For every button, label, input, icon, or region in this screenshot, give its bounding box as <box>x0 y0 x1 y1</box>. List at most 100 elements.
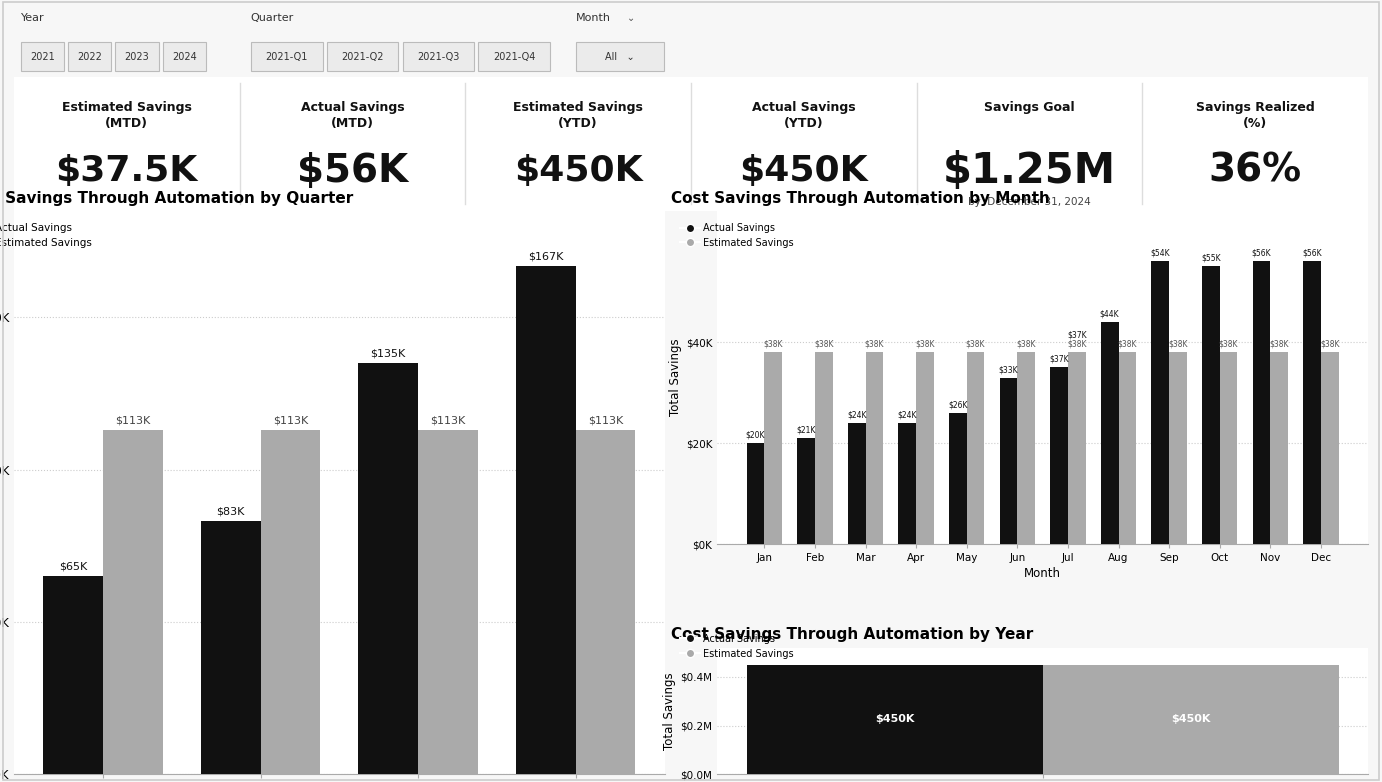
Bar <box>1169 353 1187 544</box>
Text: $54K: $54K <box>1150 249 1171 258</box>
Text: $37.5K: $37.5K <box>55 154 198 188</box>
Text: 2021-Q1: 2021-Q1 <box>265 52 308 62</box>
Bar <box>898 423 916 544</box>
FancyBboxPatch shape <box>478 42 550 71</box>
Text: $38K: $38K <box>1219 340 1238 349</box>
Text: $83K: $83K <box>217 507 245 517</box>
Bar <box>815 353 832 544</box>
Bar <box>1042 665 1339 774</box>
Legend: Actual Savings, Estimated Savings: Actual Savings, Estimated Savings <box>676 630 797 662</box>
Bar <box>419 430 478 774</box>
Y-axis label: Total Savings: Total Savings <box>663 673 676 750</box>
Bar <box>999 378 1017 544</box>
Text: $113K: $113K <box>430 415 466 425</box>
X-axis label: Month: Month <box>1024 568 1061 580</box>
Text: $38K: $38K <box>763 340 784 349</box>
Bar <box>104 430 163 774</box>
Text: $38K: $38K <box>1168 340 1187 349</box>
Legend: Actual Savings, Estimated Savings: Actual Savings, Estimated Savings <box>676 219 797 252</box>
Text: Quarter: Quarter <box>252 13 294 23</box>
Bar <box>1202 267 1220 544</box>
Text: $167K: $167K <box>528 251 564 261</box>
Bar <box>43 576 104 774</box>
Text: $38K: $38K <box>1016 340 1036 349</box>
FancyBboxPatch shape <box>163 42 206 71</box>
Bar <box>746 665 1042 774</box>
Text: $38K: $38K <box>1320 340 1339 349</box>
Text: 2024: 2024 <box>173 52 196 62</box>
Text: $56K: $56K <box>297 152 408 190</box>
Text: $65K: $65K <box>59 561 87 572</box>
Text: $38K: $38K <box>1118 340 1137 349</box>
FancyBboxPatch shape <box>14 77 1368 211</box>
Text: Month: Month <box>576 13 611 23</box>
Text: $33K: $33K <box>999 365 1019 374</box>
FancyBboxPatch shape <box>252 42 322 71</box>
Text: 2021-Q4: 2021-Q4 <box>493 52 535 62</box>
Text: Cost Savings Through Automation by Quarter: Cost Savings Through Automation by Quart… <box>0 191 352 206</box>
Text: Actual Savings
(MTD): Actual Savings (MTD) <box>301 101 404 130</box>
Text: $44K: $44K <box>1100 310 1119 318</box>
Text: 2022: 2022 <box>77 52 102 62</box>
Bar <box>1270 353 1288 544</box>
Bar <box>847 423 865 544</box>
Text: $450K: $450K <box>739 154 868 188</box>
Text: Year: Year <box>21 13 44 23</box>
Text: $450K: $450K <box>1171 715 1211 724</box>
Text: $26K: $26K <box>948 400 967 410</box>
FancyBboxPatch shape <box>576 42 663 71</box>
Text: 2021-Q3: 2021-Q3 <box>417 52 460 62</box>
Bar <box>1303 261 1321 544</box>
Legend: Actual Savings, Estimated Savings: Actual Savings, Estimated Savings <box>0 219 97 253</box>
Text: $21K: $21K <box>796 425 815 435</box>
Bar <box>916 353 934 544</box>
Bar <box>949 413 967 544</box>
Bar <box>764 353 782 544</box>
Text: $113K: $113K <box>587 415 623 425</box>
FancyBboxPatch shape <box>402 42 474 71</box>
Bar <box>797 438 815 544</box>
Text: Estimated Savings
(YTD): Estimated Savings (YTD) <box>513 101 643 130</box>
Text: $24K: $24K <box>897 411 918 419</box>
FancyBboxPatch shape <box>68 42 112 71</box>
Text: $135K: $135K <box>370 349 406 359</box>
Bar <box>865 353 883 544</box>
Text: $38K: $38K <box>966 340 985 349</box>
Bar <box>1068 353 1086 544</box>
Bar <box>261 430 321 774</box>
Text: 2021-Q2: 2021-Q2 <box>341 52 384 62</box>
Bar <box>1321 353 1339 544</box>
Text: ⌄: ⌄ <box>627 13 636 23</box>
Text: All   ⌄: All ⌄ <box>605 52 634 62</box>
Bar <box>358 363 419 774</box>
Text: 2023: 2023 <box>124 52 149 62</box>
Text: $113K: $113K <box>274 415 308 425</box>
Text: $55K: $55K <box>1201 254 1220 263</box>
FancyBboxPatch shape <box>116 42 159 71</box>
Text: Estimated Savings
(MTD): Estimated Savings (MTD) <box>62 101 192 130</box>
Text: $20K: $20K <box>746 431 766 439</box>
Text: Actual Savings
(YTD): Actual Savings (YTD) <box>752 101 855 130</box>
Bar <box>746 443 764 544</box>
Bar <box>200 522 261 774</box>
Text: $113K: $113K <box>116 415 151 425</box>
FancyBboxPatch shape <box>21 42 64 71</box>
Text: Savings Realized
(%): Savings Realized (%) <box>1195 101 1314 130</box>
Text: Savings Goal: Savings Goal <box>984 101 1075 114</box>
Text: 2021: 2021 <box>30 52 55 62</box>
Y-axis label: Total Savings: Total Savings <box>669 339 681 416</box>
Bar <box>575 430 636 774</box>
Text: $450K: $450K <box>514 154 643 188</box>
Text: $450K: $450K <box>875 715 915 724</box>
Text: $38K: $38K <box>1067 340 1086 349</box>
Text: $56K: $56K <box>1302 249 1321 258</box>
Bar <box>967 353 984 544</box>
FancyBboxPatch shape <box>326 42 398 71</box>
Text: Cost Savings Through Automation by Month: Cost Savings Through Automation by Month <box>672 191 1050 206</box>
Text: $56K: $56K <box>1252 249 1271 258</box>
Bar <box>1252 261 1270 544</box>
Text: $24K: $24K <box>847 411 867 419</box>
Bar <box>1101 322 1118 544</box>
Bar <box>1118 353 1136 544</box>
Bar <box>1151 261 1169 544</box>
